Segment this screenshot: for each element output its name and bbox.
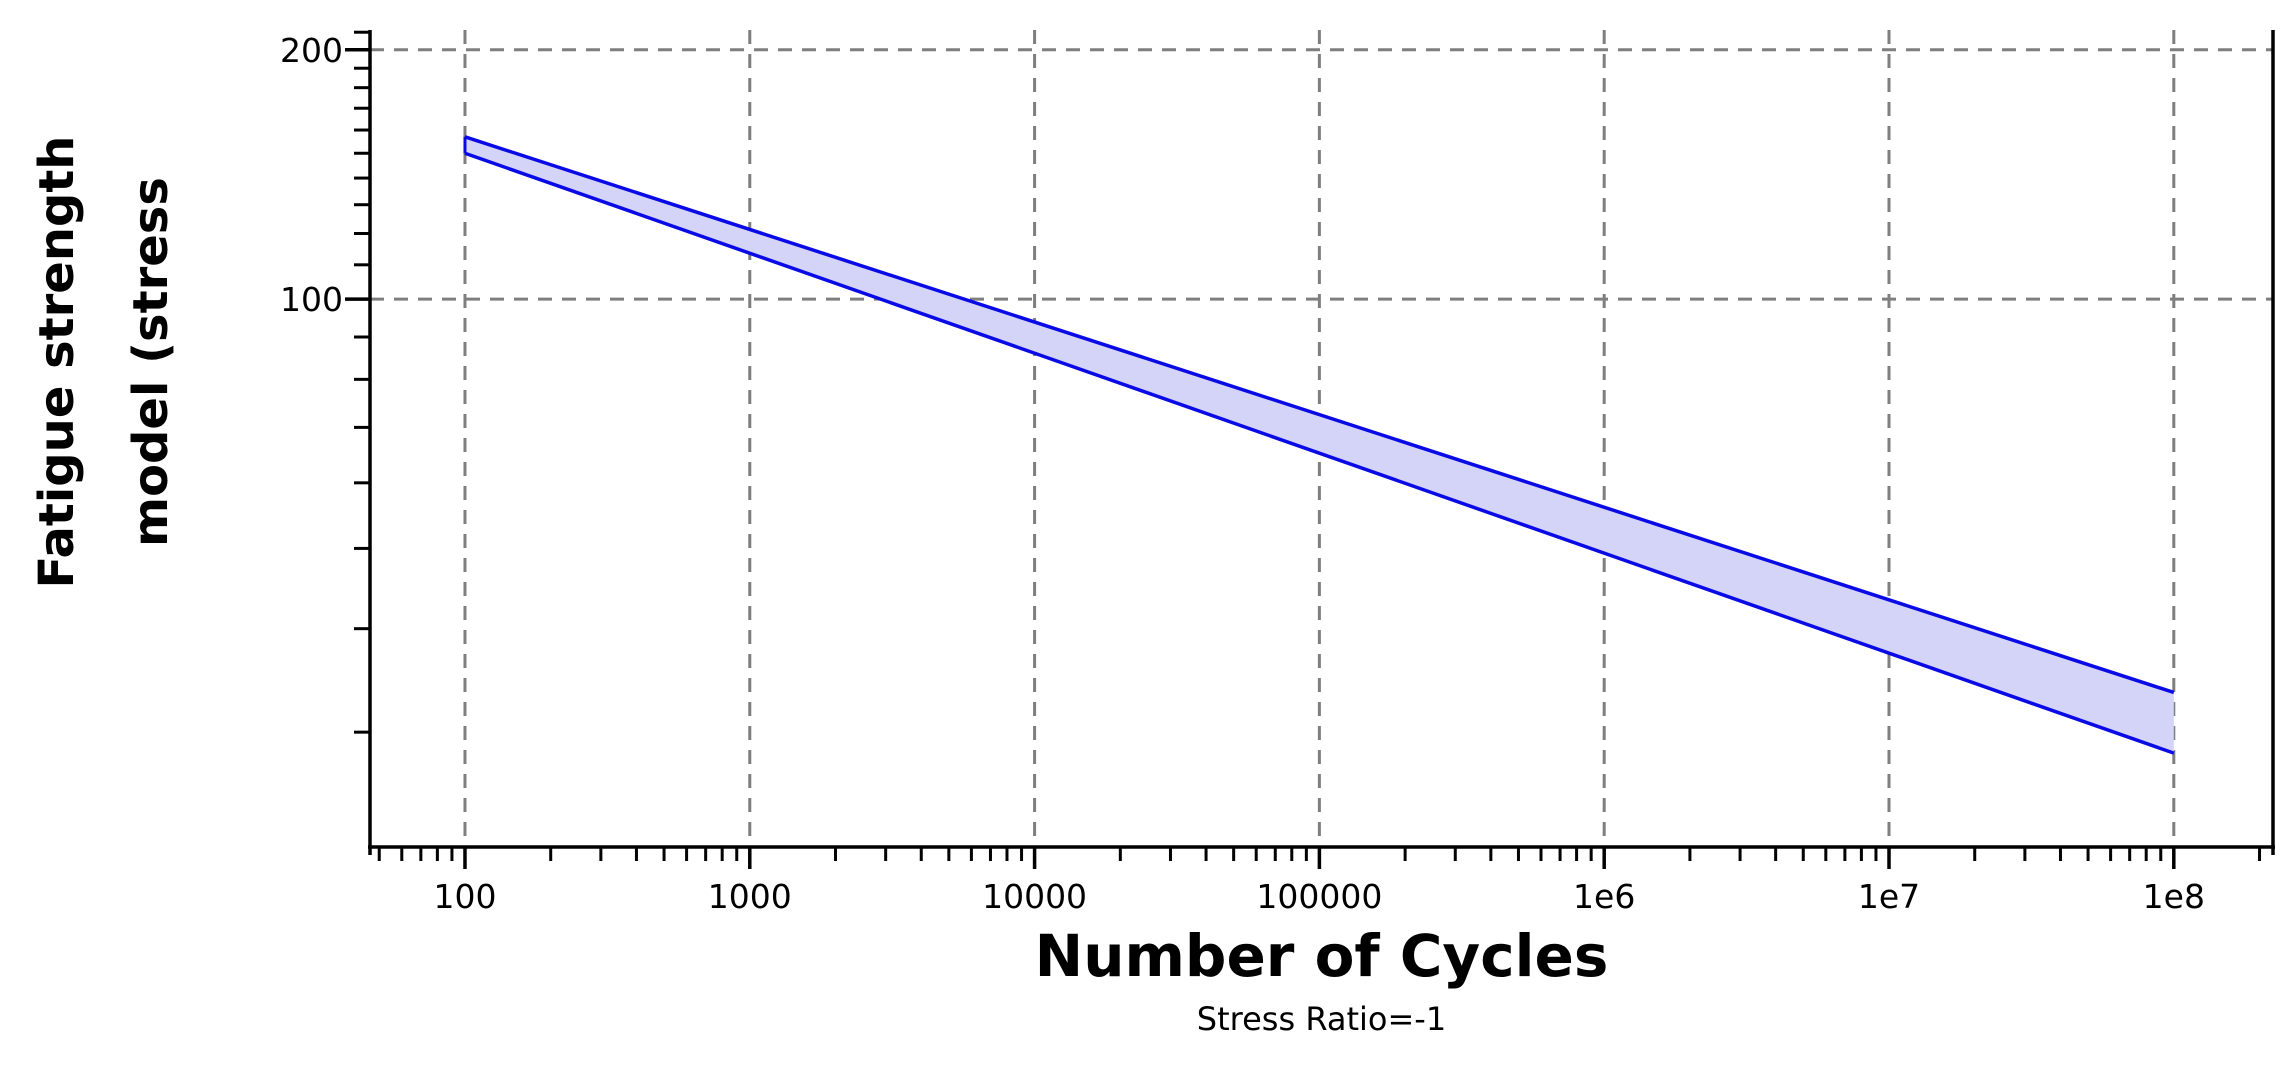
band-fill <box>464 136 2174 754</box>
y-tick-label: 200 <box>280 31 343 70</box>
fatigue-strength-upper-bound-line <box>464 135 2175 695</box>
x-tick-label: 1e7 <box>1858 877 1920 916</box>
axis-ticks <box>345 30 2262 869</box>
tick-labels: 100 1000 10000 100000 1e6 1e7 1e8 100 200 <box>280 31 2205 916</box>
y-tick-label: 100 <box>280 280 343 319</box>
x-tick-label: 100 <box>433 877 496 916</box>
stress-ratio-caption: Stress Ratio=-1 <box>1196 1000 1447 1038</box>
x-tick-label: 1000 <box>708 877 792 916</box>
fatigue-strength-lower-bound-line <box>464 151 2175 755</box>
x-tick-label: 1e6 <box>1573 877 1635 916</box>
fatigue-scatter-band <box>463 135 2175 755</box>
x-tick-label: 10000 <box>982 877 1087 916</box>
x-axis-title: Number of Cycles <box>1034 922 1609 990</box>
x-tick-label: 100000 <box>1256 877 1382 916</box>
x-tick-label: 1e8 <box>2143 877 2205 916</box>
